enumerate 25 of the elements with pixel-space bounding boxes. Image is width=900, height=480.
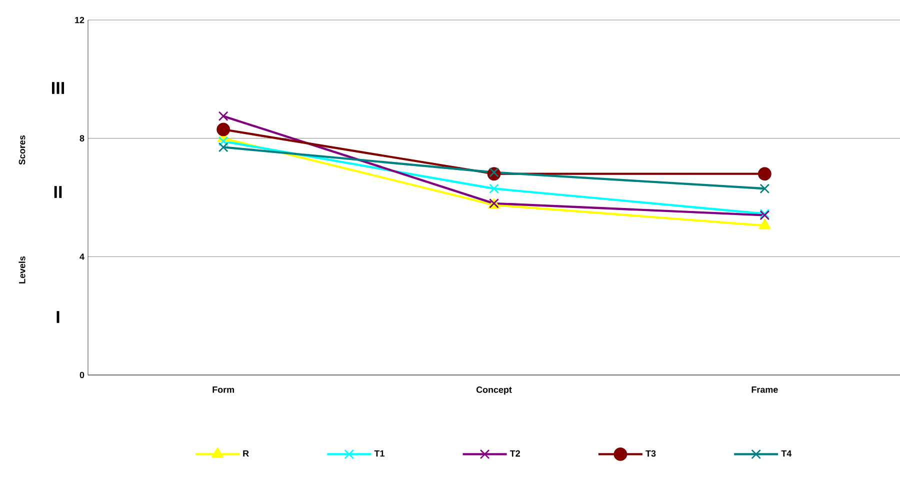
point [760, 184, 770, 194]
x-tick-label: Frame [752, 386, 778, 393]
text: I [56, 311, 60, 323]
x-tick-label: Form [212, 386, 234, 393]
legend-label: T4 [781, 450, 792, 457]
point [216, 122, 230, 136]
y-tick-label: 8 [80, 135, 84, 142]
x-tick-label: Concept [476, 386, 512, 395]
legend-label: T3 [646, 450, 656, 457]
point [489, 184, 499, 194]
legend-label: T1 [374, 450, 384, 457]
point [218, 142, 228, 152]
point [758, 167, 772, 181]
text: II [54, 186, 62, 198]
legend-label: R [243, 450, 249, 457]
point [758, 218, 771, 230]
point [218, 136, 228, 146]
text: Levels [18, 256, 26, 284]
legend-label: T2 [510, 450, 520, 457]
y-tick-label: 12 [75, 16, 84, 24]
y-tick-label: 0 [80, 372, 84, 378]
text: III [52, 82, 64, 94]
text: Scores [18, 135, 26, 165]
point [218, 111, 228, 122]
y-tick-label: 4 [80, 254, 84, 260]
